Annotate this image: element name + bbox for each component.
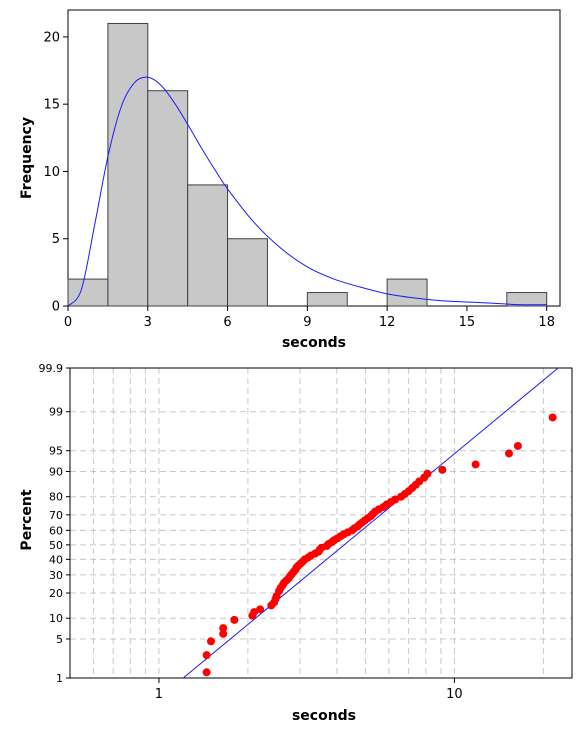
probability-point — [423, 469, 432, 478]
probability-x-axis-title: seconds — [292, 708, 356, 724]
probability-y-tick-label: 60 — [49, 524, 63, 537]
probability-y-tick-label: 99.9 — [39, 362, 64, 375]
histogram-y-tick-label: 10 — [43, 165, 60, 180]
histogram-y-axis-title: Frequency — [19, 117, 35, 199]
histogram-x-tick-label: 18 — [538, 315, 555, 330]
histogram-x-tick-label: 6 — [223, 315, 231, 330]
histogram-bar — [506, 292, 548, 307]
probability-y-tick-label: 80 — [49, 491, 63, 504]
histogram-y-tick-label: 20 — [43, 30, 60, 45]
histogram-x-tick-label: 0 — [64, 315, 72, 330]
probability-y-tick-label: 1 — [56, 672, 63, 685]
histogram-bar — [107, 22, 149, 307]
probability-y-tick-label: 95 — [49, 445, 63, 458]
probability-point — [471, 460, 480, 469]
probability-plot-area — [70, 368, 572, 678]
probability-y-tick-label: 70 — [49, 509, 63, 522]
histogram-bar — [227, 238, 268, 307]
probability-plot-frame — [69, 367, 573, 679]
probability-fit-line — [182, 368, 559, 678]
probability-y-tick-label: 90 — [49, 466, 63, 479]
fitted-density-curve — [67, 76, 547, 307]
probability-point — [250, 608, 259, 617]
histogram-x-tick-label: 9 — [303, 315, 311, 330]
probability-point — [202, 651, 211, 660]
probability-y-tick-label: 40 — [49, 553, 63, 566]
probability-fit-line-group — [182, 368, 559, 678]
probability-point — [206, 637, 215, 646]
probability-point — [230, 615, 239, 624]
histogram-y-tick-label: 5 — [52, 232, 60, 247]
probability-x-tick-label: 10 — [446, 687, 463, 702]
histogram-y-tick-label: 15 — [43, 98, 60, 113]
probability-point — [391, 495, 400, 504]
probability-point — [438, 465, 447, 474]
histogram-x-ticks: 0 3 6 9 12 15 18 — [64, 306, 555, 330]
histogram-bar — [147, 90, 189, 307]
histogram-bar — [306, 292, 348, 307]
histogram-x-tick-label: 12 — [379, 315, 396, 330]
probability-point — [513, 441, 522, 450]
histogram-bar — [386, 278, 428, 307]
probability-y-tick-label: 50 — [49, 539, 63, 552]
probability-x-tick-label: 1 — [155, 687, 163, 702]
histogram-x-tick-label: 15 — [459, 315, 476, 330]
probability-point — [219, 624, 228, 633]
histogram-x-axis-title: seconds — [282, 335, 346, 351]
histogram-x-tick-label: 3 — [144, 315, 152, 330]
probability-point — [256, 605, 265, 614]
probability-y-axis-title: Percent — [19, 489, 35, 550]
probability-y-tick-label: 20 — [49, 587, 63, 600]
probability-y-tick-label: 30 — [49, 569, 63, 582]
probability-point — [202, 668, 211, 677]
probability-x-ticks: 1 10 — [155, 678, 463, 702]
histogram-bar — [187, 184, 229, 307]
histogram-y-ticks: 0 5 10 15 20 — [43, 30, 68, 315]
probability-y-tick-label: 5 — [56, 633, 63, 646]
histogram-chart: 0 3 6 9 12 15 18 0 5 10 15 20 seconds Frequency — [19, 9, 561, 351]
probability-plot-points — [202, 413, 557, 677]
probability-y-tick-label: 99 — [49, 406, 63, 419]
histogram-y-tick-label: 0 — [52, 300, 60, 315]
probability-y-tick-label: 10 — [49, 612, 63, 625]
probability-point — [219, 629, 228, 638]
probability-point — [504, 449, 513, 458]
probability-point — [548, 413, 557, 422]
